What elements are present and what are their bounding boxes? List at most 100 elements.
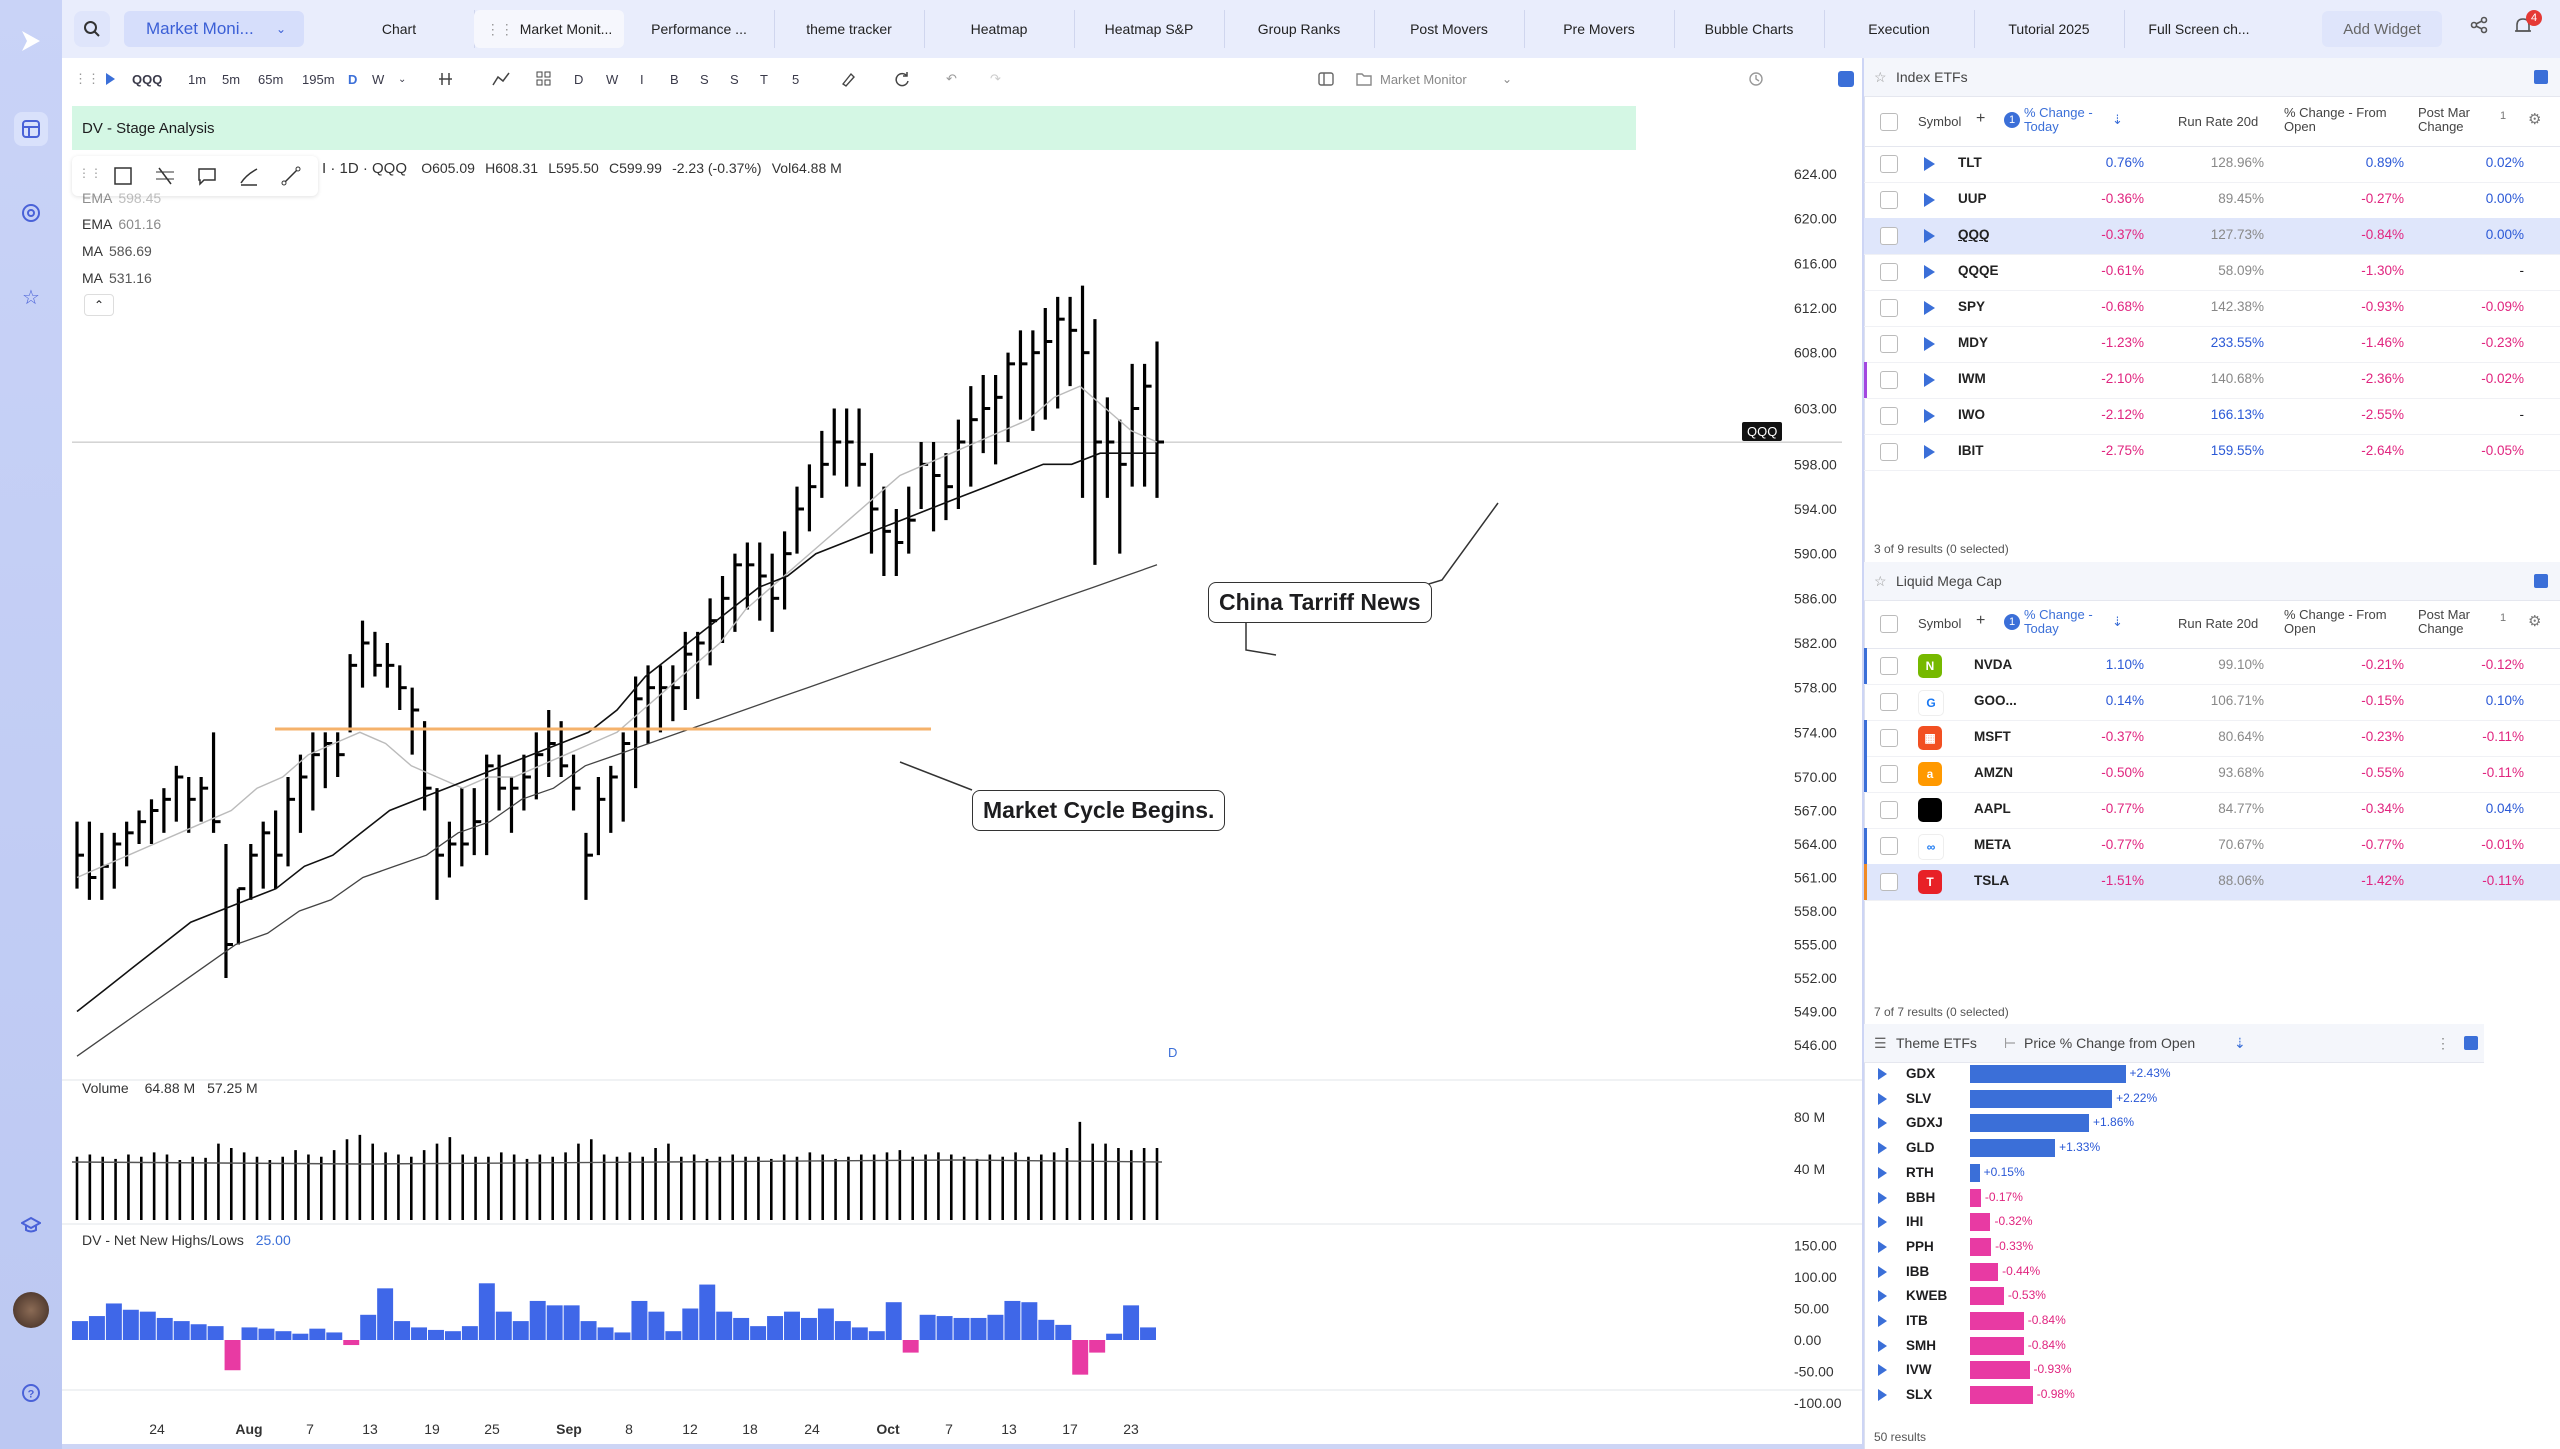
play-icon[interactable] xyxy=(1878,1117,1887,1130)
table-row[interactable]: SPY -0.68% 142.38% -0.93% -0.09% xyxy=(1864,290,2560,327)
link-color-icon[interactable] xyxy=(2534,70,2548,84)
tab-market-monitor[interactable]: ⋮⋮ Market Monit... xyxy=(474,10,624,48)
comment-tool-icon[interactable] xyxy=(196,165,218,192)
row-checkbox[interactable] xyxy=(1880,263,1898,281)
legend-ema-1[interactable]: EMA 598.45 xyxy=(82,190,161,206)
link-color-icon[interactable] xyxy=(1838,71,1854,87)
settings-icon[interactable]: ⚙ xyxy=(2528,613,2542,630)
play-icon[interactable] xyxy=(1924,265,1935,279)
theme-row[interactable]: RTH +0.15% xyxy=(1864,1161,2484,1185)
row-checkbox[interactable] xyxy=(1880,299,1898,317)
row-checkbox[interactable] xyxy=(1880,335,1898,353)
column-run-rate[interactable]: Run Rate 20d xyxy=(2178,616,2259,631)
annotation-china-tariff[interactable]: China Tarriff News xyxy=(1208,582,1432,623)
play-icon[interactable] xyxy=(1924,409,1935,423)
select-all-checkbox[interactable] xyxy=(1880,615,1898,633)
play-icon[interactable] xyxy=(1924,157,1935,171)
range-btn-w[interactable]: W xyxy=(606,71,619,87)
sort-desc-icon[interactable]: ⇣ xyxy=(2234,1034,2246,1051)
row-checkbox[interactable] xyxy=(1880,837,1898,855)
row-checkbox[interactable] xyxy=(1880,873,1898,891)
drag-handle-icon[interactable]: ⋮⋮ xyxy=(74,71,100,86)
chevron-down-icon[interactable]: ⌄ xyxy=(398,73,407,85)
tab-full-screen[interactable]: Full Screen ch... xyxy=(2124,10,2274,48)
theme-row[interactable]: BBH -0.17% xyxy=(1864,1186,2484,1210)
link-color-icon[interactable] xyxy=(2534,574,2548,588)
legend-ema-2[interactable]: EMA 601.16 xyxy=(82,216,161,232)
column-post-market[interactable]: Post Mar Change xyxy=(2418,105,2471,134)
table-row[interactable]: MDY -1.23% 233.55% -1.46% -0.23% xyxy=(1864,326,2560,363)
star-icon[interactable]: ☆ xyxy=(1874,572,1887,589)
logo-icon[interactable] xyxy=(14,24,48,58)
legend-ma-1[interactable]: MA 586.69 xyxy=(82,243,152,259)
eraser-icon[interactable] xyxy=(840,58,856,100)
tab-theme-tracker[interactable]: theme tracker xyxy=(774,10,925,48)
brush-tool-icon[interactable] xyxy=(238,165,260,192)
play-icon[interactable] xyxy=(1878,1166,1887,1179)
table-row[interactable]: AAPL -0.77% 84.77% -0.34% 0.04% xyxy=(1864,792,2560,829)
row-checkbox[interactable] xyxy=(1880,765,1898,783)
play-icon[interactable] xyxy=(1878,1142,1887,1155)
fib-tool-icon[interactable] xyxy=(154,165,176,192)
theme-row[interactable]: IVW -0.93% xyxy=(1864,1358,2484,1382)
row-checkbox[interactable] xyxy=(1880,371,1898,389)
add-column-icon[interactable]: + xyxy=(1976,110,1986,127)
more-options-icon[interactable]: ⋮ xyxy=(2436,1034,2450,1051)
column-run-rate[interactable]: Run Rate 20d xyxy=(2178,114,2259,129)
column-change-open[interactable]: % Change - From Open xyxy=(2284,607,2387,636)
layout-name[interactable]: Market Monitor xyxy=(1380,71,1467,87)
row-checkbox[interactable] xyxy=(1880,407,1898,425)
tab-heatmap-sp[interactable]: Heatmap S&P xyxy=(1074,10,1225,48)
table-row[interactable]: ▦ MSFT -0.37% 80.64% -0.23% -0.11% xyxy=(1864,720,2560,757)
settings-icon[interactable]: ⚙ xyxy=(2528,111,2542,128)
column-symbol[interactable]: Symbol xyxy=(1918,114,1962,129)
interval-195m[interactable]: 195m xyxy=(302,71,335,87)
drag-handle-icon[interactable]: ⋮⋮ xyxy=(78,166,102,180)
theme-row[interactable]: KWEB -0.53% xyxy=(1864,1284,2484,1308)
interval-65m[interactable]: 65m xyxy=(258,71,284,87)
row-checkbox[interactable] xyxy=(1880,657,1898,675)
link-color-icon[interactable] xyxy=(2464,1036,2478,1050)
folder-icon[interactable] xyxy=(1356,58,1372,100)
symbol-play-icon[interactable] xyxy=(106,58,115,100)
history-icon[interactable] xyxy=(1748,58,1764,100)
range-btn-d[interactable]: D xyxy=(574,71,584,87)
play-icon[interactable] xyxy=(1878,1265,1887,1278)
table-row[interactable]: N NVDA 1.10% 99.10% -0.21% -0.12% xyxy=(1864,648,2560,685)
refresh-icon[interactable] xyxy=(894,58,910,100)
metric-selector[interactable]: Price % Change from Open xyxy=(2024,1035,2196,1051)
star-icon[interactable]: ☆ xyxy=(1874,68,1887,85)
chart-type-icon[interactable] xyxy=(492,58,510,100)
theme-row[interactable]: GDXJ +1.86% xyxy=(1864,1111,2484,1135)
theme-row[interactable]: SLX -0.98% xyxy=(1864,1383,2484,1407)
range-btn-s2[interactable]: S xyxy=(730,71,739,87)
trendline-tool-icon[interactable] xyxy=(280,165,302,192)
tab-tutorial[interactable]: Tutorial 2025 xyxy=(1974,10,2125,48)
row-checkbox[interactable] xyxy=(1880,227,1898,245)
add-widget-button[interactable]: Add Widget xyxy=(2322,11,2442,47)
column-change-open[interactable]: % Change - From Open xyxy=(2284,105,2387,134)
redo-icon[interactable]: ↷ xyxy=(990,71,1001,86)
layout-selector[interactable]: Market Moni... ⌄ xyxy=(124,11,304,47)
table-row[interactable]: QQQ -0.37% 127.73% -0.84% 0.00% xyxy=(1864,218,2560,255)
table-row[interactable]: UUP -0.36% 89.45% -0.27% 0.00% xyxy=(1864,182,2560,219)
share-icon[interactable] xyxy=(2470,16,2488,39)
row-checkbox[interactable] xyxy=(1880,443,1898,461)
help-icon[interactable]: ? xyxy=(14,1376,48,1410)
play-icon[interactable] xyxy=(1878,1240,1887,1253)
range-btn-s1[interactable]: S xyxy=(700,71,709,87)
row-checkbox[interactable] xyxy=(1880,155,1898,173)
star-icon[interactable]: ☆ xyxy=(22,286,40,309)
row-checkbox[interactable] xyxy=(1880,801,1898,819)
theme-row[interactable]: IBB -0.44% xyxy=(1864,1260,2484,1284)
add-column-icon[interactable]: + xyxy=(1976,612,1986,629)
theme-row[interactable]: GLD +1.33% xyxy=(1864,1136,2484,1160)
avatar[interactable] xyxy=(13,1292,49,1328)
table-row[interactable]: G GOO... 0.14% 106.71% -0.15% 0.10% xyxy=(1864,684,2560,721)
table-row[interactable]: IWM -2.10% 140.68% -2.36% -0.02% xyxy=(1864,362,2560,399)
play-icon[interactable] xyxy=(1878,1092,1887,1105)
play-icon[interactable] xyxy=(1878,1216,1887,1229)
range-btn-t[interactable]: T xyxy=(760,71,768,87)
grid-icon[interactable] xyxy=(536,58,552,100)
price-chart[interactable]: 624.00 620.00 616.00 612.00 608.00 603.00 598.… xyxy=(62,100,1862,1440)
